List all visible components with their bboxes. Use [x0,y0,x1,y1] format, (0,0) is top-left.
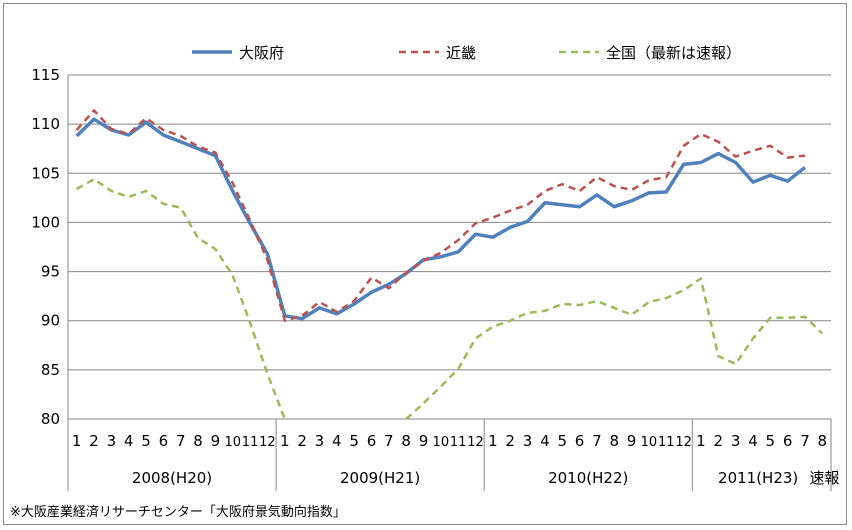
x-month-label: 3 [523,432,533,450]
x-month-label: 8 [609,432,619,450]
x-month-label: 3 [107,432,117,450]
x-year-label: 2008(H20) [132,469,212,487]
x-month-label: 1 [280,432,290,450]
x-month-label: 7 [592,432,602,450]
x-month-label: 2 [89,432,99,450]
x-month-label: 5 [141,432,151,450]
x-month-label: 11 [658,435,675,450]
x-month-label: 3 [731,432,741,450]
series-line [75,109,806,322]
x-year-label: 2010(H22) [548,469,628,487]
x-month-label: 12 [675,435,692,450]
source-note: ※大阪産業経済リサーチセンター「大阪府景気動向指数」 [10,504,346,520]
y-tick-label: 90 [41,312,60,330]
chart-frame: 80 85 90 95 100 105 110 115 1 2 3 4 5 6 7 8 9 10 11 12 1 2 3 4… [3,3,847,525]
x-month-label: 6 [367,432,377,450]
x-month-label: 8 [193,432,203,450]
y-axis: 80 85 90 95 100 105 110 115 [31,66,69,428]
x-month-label: 8 [818,432,828,450]
y-tick-label: 115 [31,66,60,84]
gridlines [68,74,831,420]
legend-label: 全国（最新は速報） [606,44,741,62]
legend: 大阪府 近畿 全国（最新は速報） [192,44,741,62]
x-month-label: 5 [349,432,359,450]
x-month-label: 6 [783,432,793,450]
x-month-label: 4 [748,432,758,450]
x-month-label: 9 [419,432,429,450]
x-month-label: 9 [627,432,637,450]
x-month-label: 4 [124,432,134,450]
x-month-label: 7 [384,432,394,450]
x-year-label: 2009(H21) [340,469,420,487]
x-month-label: 4 [540,432,550,450]
y-tick-label: 95 [41,263,60,281]
x-month-label: 10 [641,435,658,450]
x-month-label: 3 [315,432,325,450]
y-tick-label: 100 [31,213,60,231]
x-month-label: 5 [557,432,567,450]
y-tick-label: 80 [41,410,60,428]
x-month-label: 8 [401,432,411,450]
series-lines [75,109,824,420]
x-month-label: 1 [72,432,82,450]
x-month-label: 9 [211,432,221,450]
x-month-label: 12 [259,435,276,450]
x-axis: 1 2 3 4 5 6 7 8 9 10 11 12 1 2 3 4 5 6 7 8 9 10 11 12 1 2 3 4 5 6 7 8 9 1… [67,418,839,491]
y-tick-label: 110 [31,115,60,133]
x-month-label: 2 [505,432,515,450]
x-month-label: 11 [242,435,259,450]
x-month-label: 1 [488,432,498,450]
x-month-label: 11 [450,435,467,450]
x-month-label: 5 [766,432,776,450]
legend-label: 近畿 [446,44,476,62]
x-month-label: 7 [176,432,186,450]
x-month-label: 10 [224,435,241,450]
x-month-label: 7 [800,432,810,450]
series-line [405,277,824,420]
y-tick-label: 85 [41,361,60,379]
y-tick-label: 105 [31,164,60,182]
x-year-label: 2011(H23) [718,469,798,487]
x-month-label: 10 [433,435,450,450]
x-month-label: 4 [332,432,342,450]
x-month-label: 6 [575,432,585,450]
preliminary-label: 速報 [809,469,839,487]
legend-label: 大阪府 [239,44,284,62]
x-month-label: 2 [297,432,307,450]
x-month-label: 6 [159,432,169,450]
x-month-label: 12 [467,435,484,450]
x-month-label: 2 [714,432,724,450]
x-month-label: 1 [696,432,706,450]
series-line [76,177,286,420]
series-line [75,117,807,321]
